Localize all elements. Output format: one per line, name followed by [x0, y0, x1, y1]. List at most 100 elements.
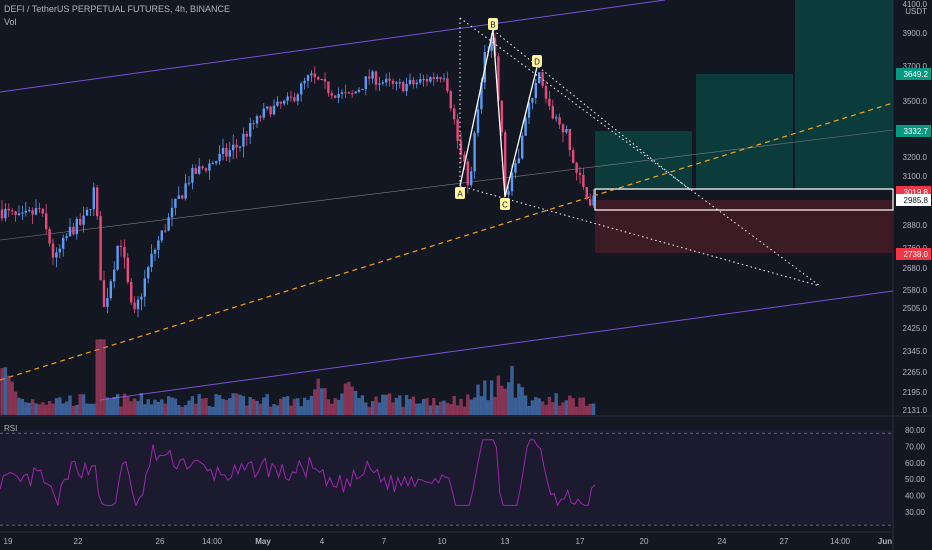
candle — [157, 240, 160, 250]
candle — [140, 296, 143, 300]
volume-bar — [129, 401, 133, 415]
candle — [317, 77, 320, 80]
time-axis-tick: 17 — [576, 537, 585, 546]
candle — [109, 281, 112, 299]
candle — [449, 91, 452, 109]
pattern-leg — [504, 66, 538, 198]
volume-bar — [336, 399, 341, 415]
volume-bar — [306, 399, 310, 415]
pattern-point-b-badge — [488, 18, 498, 30]
volume-bar — [98, 339, 103, 415]
pattern-point-c-label: C — [502, 201, 508, 210]
volume-bar — [435, 405, 439, 415]
candle — [480, 82, 483, 110]
candle — [269, 106, 272, 115]
candle — [79, 218, 82, 225]
volume-bar — [374, 396, 378, 415]
candle — [313, 73, 316, 78]
volume-bar — [333, 398, 337, 415]
volume-bar — [115, 394, 120, 415]
volume-bar — [47, 401, 52, 415]
volume-bar — [136, 401, 140, 415]
candle — [293, 97, 296, 102]
candle — [534, 82, 537, 99]
time-axis-tick: 13 — [501, 537, 510, 546]
candle — [255, 116, 259, 124]
volume-bar — [75, 404, 79, 415]
candle — [385, 78, 388, 83]
candle — [68, 226, 72, 237]
candle — [218, 153, 221, 162]
candle — [181, 195, 184, 199]
candle — [453, 108, 456, 120]
candle — [323, 79, 327, 82]
volume-bar — [126, 396, 130, 415]
volume-bar — [493, 396, 497, 415]
volume-bar — [187, 400, 191, 415]
volume-bar — [381, 394, 385, 415]
candle — [252, 123, 255, 125]
price-axis-tick: 2425.0 — [903, 324, 928, 333]
volume-bar — [554, 393, 558, 415]
volume-bar — [146, 399, 150, 415]
candle — [85, 209, 89, 216]
candle — [368, 76, 371, 79]
volume-bar — [557, 405, 562, 415]
volume-bar — [241, 395, 246, 415]
candle — [133, 302, 136, 310]
volume-bar — [37, 404, 42, 415]
time-axis-tick: 10 — [438, 537, 447, 546]
volume-bar — [296, 398, 300, 415]
volume-bar — [387, 393, 392, 415]
candle — [422, 79, 425, 81]
volume-bar — [289, 405, 293, 415]
volume-bar — [455, 405, 460, 415]
volume-bar — [357, 398, 361, 415]
candle — [55, 252, 58, 258]
candle — [585, 186, 588, 200]
volume-bar — [255, 400, 259, 415]
candle — [558, 117, 561, 125]
candle — [500, 100, 503, 133]
volume-bar — [81, 394, 86, 415]
candle — [320, 79, 323, 81]
volume-bar — [466, 394, 470, 415]
time-axis-tick: 4 — [320, 537, 325, 546]
volume-bar — [568, 395, 572, 415]
candle — [538, 72, 541, 83]
candle — [106, 298, 109, 307]
candle — [415, 82, 418, 85]
volume-bar — [265, 394, 269, 415]
volume-bar — [170, 397, 174, 415]
stop-zone — [595, 200, 893, 253]
volume-bar — [319, 388, 324, 415]
candle — [259, 116, 262, 118]
candle — [419, 79, 422, 83]
candle — [164, 230, 167, 232]
candle — [221, 147, 225, 154]
target-zone-3 — [795, 0, 893, 190]
candle — [439, 77, 442, 79]
volume-bar — [330, 403, 334, 415]
candle — [45, 213, 48, 230]
rsi-pane: 80.00 70.00 60.00 50.00 40.00 30.00 — [0, 426, 926, 526]
candle — [72, 226, 75, 235]
candle — [296, 94, 299, 102]
candle — [136, 299, 140, 310]
candle — [357, 89, 361, 92]
candle — [578, 172, 582, 175]
candle — [306, 75, 310, 81]
volume-bar — [469, 399, 473, 415]
rsi-axis-tick: 60.00 — [905, 459, 926, 468]
price-axis-tick: 2131.0 — [903, 406, 928, 415]
volume-bar — [272, 404, 276, 415]
volume-bar — [248, 397, 252, 415]
candle — [75, 218, 78, 235]
candle — [82, 215, 85, 225]
volume-bar — [411, 396, 416, 415]
volume-bar — [13, 391, 18, 415]
volume-bar — [24, 402, 28, 415]
volume-bar — [61, 403, 65, 415]
candle — [211, 163, 214, 165]
